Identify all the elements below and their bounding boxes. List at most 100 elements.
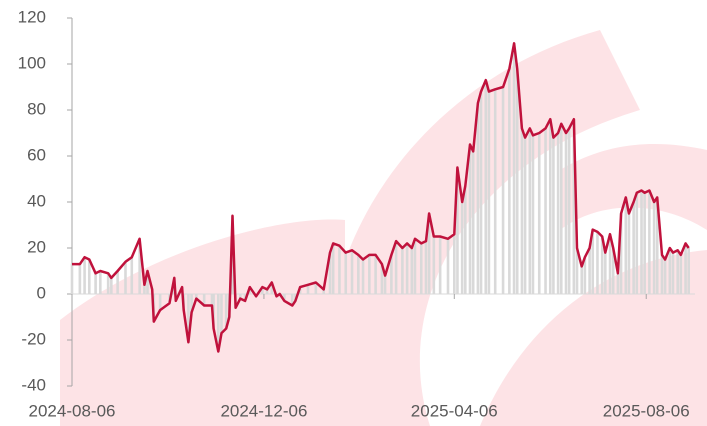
bar [464,185,467,294]
bar [520,128,524,294]
bar [413,238,417,294]
line [72,42,690,353]
bar [106,273,110,294]
bar [427,213,431,294]
bar [338,245,341,294]
bar [99,271,102,294]
bar [616,273,620,294]
bar [468,144,472,294]
bar [424,241,428,294]
bar [671,252,675,294]
bar [210,294,214,306]
bar [668,248,672,294]
bar [374,254,377,294]
bar [130,257,134,294]
bar [116,271,119,294]
watermark [60,30,707,426]
bar [655,197,659,294]
bar [493,89,497,294]
bar [405,243,409,294]
bar [239,294,242,299]
bar [552,137,555,294]
bar [679,254,683,294]
bar [202,294,206,306]
bar [684,243,687,294]
bar [548,119,552,294]
bar [611,248,615,294]
bar [190,294,193,313]
bar [676,250,679,294]
bar [328,252,332,294]
bar [314,282,318,294]
bar [331,243,335,294]
bar [410,248,414,294]
bar [143,284,146,294]
bar [640,190,643,294]
bar [632,202,635,294]
y-tick-label: 120 [18,7,46,26]
bar [438,236,442,294]
bar [306,284,310,294]
bar [531,135,535,294]
y-tick-label: 100 [18,53,46,72]
bar [591,229,595,294]
bar [283,294,286,301]
bar [501,87,505,294]
bar [194,294,198,299]
bar [471,151,475,294]
y-tick-label: -20 [21,329,46,348]
bar [390,254,393,294]
bar [124,261,127,294]
bar [452,234,456,294]
bar [290,294,294,306]
y-tick-label: 40 [27,191,46,210]
bar [94,273,97,294]
bar [456,167,459,294]
bar [484,80,488,294]
bar [487,91,491,294]
bar [217,294,220,352]
bar [187,294,190,343]
bar [224,294,228,329]
bar [600,236,604,294]
bar [401,248,404,294]
bar [556,133,560,294]
bar [476,103,480,294]
bar [567,128,571,294]
bar [619,213,623,294]
bar [627,213,631,294]
bar [446,238,450,294]
y-tick-label: -40 [21,375,46,394]
bar [624,197,628,294]
bar [270,282,274,294]
bar [368,254,371,294]
bar [158,294,162,311]
bar [357,254,360,294]
x-tick-label: 2025-08-06 [603,401,690,420]
bar [322,289,326,294]
y-tick-label: 0 [37,283,46,302]
bar [580,266,584,294]
bar [663,259,667,294]
x-tick-label: 2024-12-06 [220,401,307,420]
bar [596,231,599,294]
bar [652,202,656,294]
bar [344,252,348,294]
bar [559,123,563,294]
bar [383,275,387,294]
bar [544,128,547,294]
bar [220,294,223,334]
bar [660,254,664,294]
bar [394,241,398,294]
x-tick-label: 2024-08-06 [29,401,116,420]
bar [261,287,264,294]
bar [687,248,691,294]
bar [583,257,587,294]
bar [110,277,113,294]
y-tick-label: 20 [27,237,46,256]
bar [648,190,651,294]
bar [380,264,384,294]
bar [350,250,354,294]
bar [460,202,464,294]
